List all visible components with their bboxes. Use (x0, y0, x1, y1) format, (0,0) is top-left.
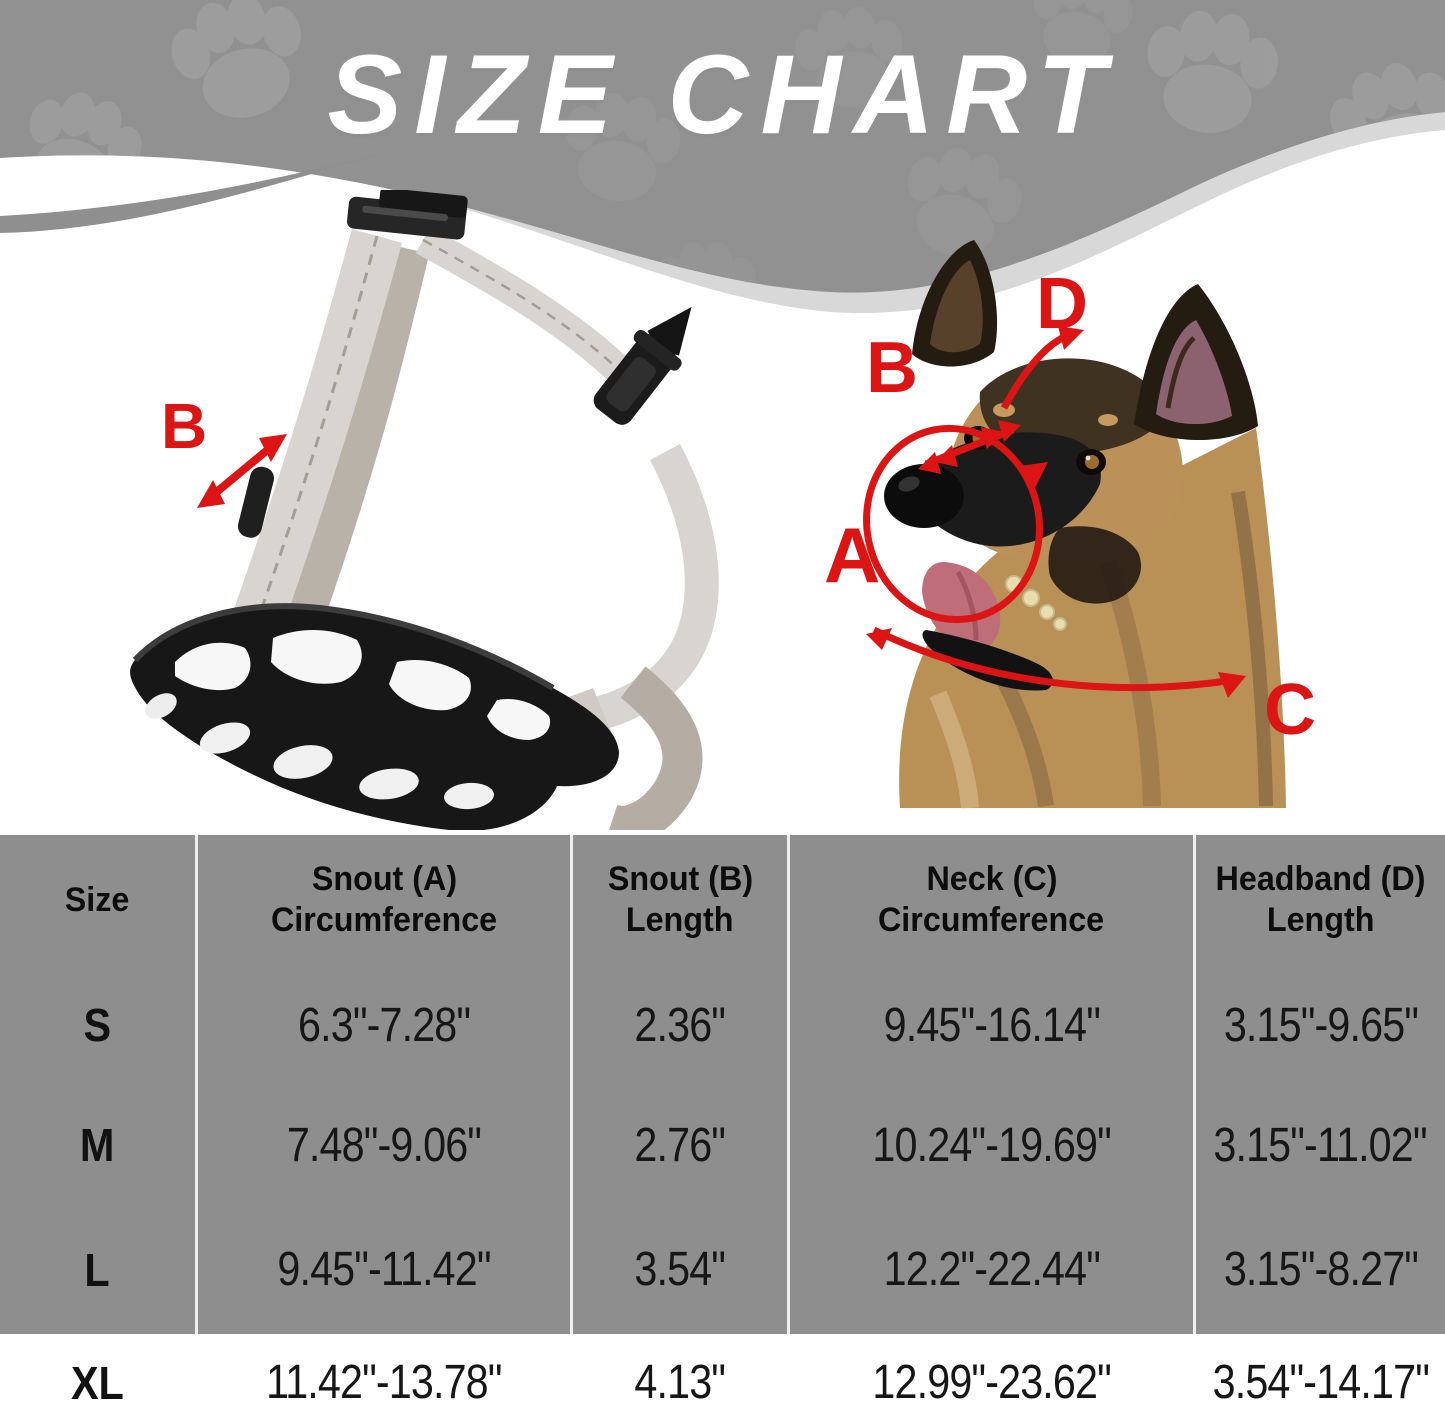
muzzle-strap-tail (609, 666, 703, 830)
dog-tongue (922, 562, 1001, 651)
muzzle-b-annotation (197, 434, 287, 508)
wave-left-crescent (0, 141, 426, 233)
dog-label-a: A (824, 511, 880, 599)
table-row-m-headband-len: 3.15"-11.02" (1196, 1085, 1445, 1205)
column-header-snout-b: Snout (B) Length (573, 835, 787, 965)
annotation-a-circle (863, 424, 1043, 624)
table-row-l-headband-len: 3.15"-8.27" (1196, 1205, 1445, 1334)
muzzle-product-image: B (130, 190, 719, 830)
dog-measurement-annotations (863, 326, 1246, 698)
dog-left-ear (912, 240, 998, 367)
table-row-s-neck-circ: 9.45"-16.14" (790, 965, 1193, 1085)
size-table: Size Snout (A) Circumference Snout (B) L… (0, 835, 1445, 1334)
column-header-headband-d: Headband (D) Length (1196, 835, 1445, 965)
table-row-xl-snout-circ: 11.42"-13.78" (198, 1334, 570, 1412)
dog-measurement-diagram: A B C D (824, 240, 1316, 809)
table-row-xl: XL 11.42"-13.78" 4.13" 12.99"-23.62" 3.5… (0, 1334, 1445, 1412)
table-row-xl-size: XL (0, 1334, 195, 1412)
muzzle-strap-back (277, 242, 430, 619)
dog-teeth (1005, 575, 1067, 631)
column-header-neck-c: Neck (C) Circumference (790, 835, 1193, 965)
column-header-size: Size (0, 835, 195, 965)
dog-label-d: D (1036, 264, 1088, 344)
table-row-s-size: S (0, 965, 195, 1085)
dog-forehead (979, 358, 1158, 454)
banner-wave-background (0, 0, 1445, 314)
table-row-xl-neck-circ: 12.99"-23.62" (790, 1334, 1193, 1412)
muzzle-neck-strap (415, 226, 638, 389)
dog-right-ear (1134, 284, 1258, 441)
dog-muzzle-mask (913, 432, 1101, 547)
dog-neck (899, 428, 1286, 808)
table-row-l-snout-circ: 9.45"-11.42" (198, 1205, 570, 1334)
annotation-c-arc (872, 626, 1235, 692)
muzzle-side-release-buckle (593, 306, 692, 425)
column-header-snout-a: Snout (A) Circumference (198, 835, 570, 965)
table-row-m-snout-len: 2.76" (573, 1085, 787, 1205)
table-row-m-size: M (0, 1085, 195, 1205)
table-row-s-snout-circ: 6.3"-7.28" (198, 965, 570, 1085)
muzzle-top-buckle (346, 190, 468, 240)
table-row-s-headband-len: 3.15"-9.65" (1196, 965, 1445, 1085)
table-row-l-size: L (0, 1205, 195, 1334)
dog-label-c: C (1264, 670, 1316, 750)
table-row-l-snout-len: 3.54" (573, 1205, 787, 1334)
table-row-l-neck-circ: 12.2"-22.44" (790, 1205, 1193, 1334)
table-row-s-snout-len: 2.36" (573, 965, 787, 1085)
table-row-xl-headband-len: 3.54"-14.17" (1196, 1334, 1445, 1412)
muzzle-strap-keeper (237, 466, 274, 538)
table-row-m-neck-circ: 10.24"-19.69" (790, 1085, 1193, 1205)
muzzle-basket (130, 603, 619, 830)
table-row-xl-snout-len: 4.13" (573, 1334, 787, 1412)
muzzle-label-b: B (161, 390, 207, 462)
table-row-m-snout-circ: 7.48"-9.06" (198, 1085, 570, 1205)
dog-label-b: B (866, 328, 918, 408)
dog-nose (884, 464, 964, 528)
page-title: SIZE CHART (327, 32, 1118, 157)
